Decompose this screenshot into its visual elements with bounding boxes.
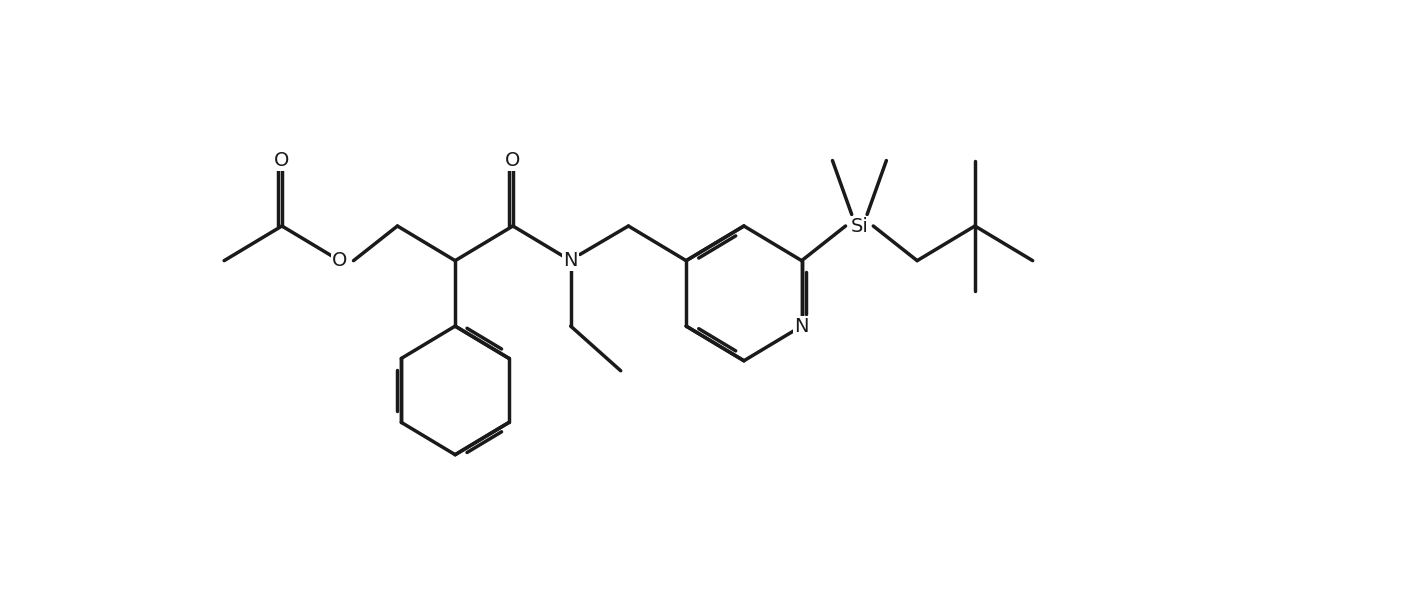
Text: O: O bbox=[505, 151, 520, 170]
Text: O: O bbox=[274, 151, 289, 170]
Text: Si: Si bbox=[850, 217, 868, 235]
Text: N: N bbox=[563, 251, 578, 270]
Text: O: O bbox=[332, 251, 348, 270]
Text: N: N bbox=[794, 317, 809, 335]
